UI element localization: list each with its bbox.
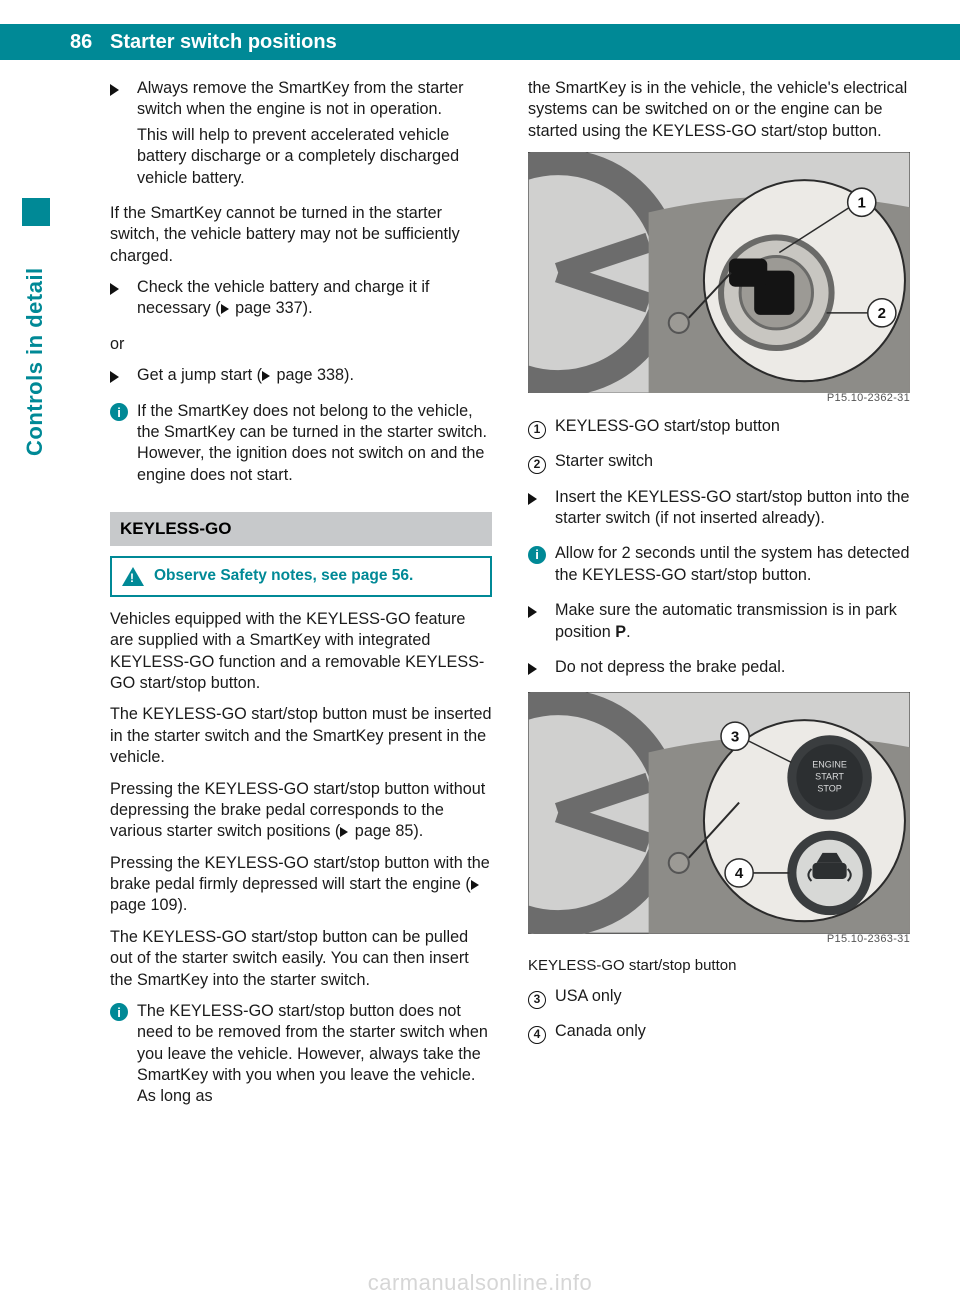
xref-icon xyxy=(262,371,270,381)
step-icon xyxy=(528,606,537,618)
info-icon: i xyxy=(110,1003,128,1021)
callout-badge: 1 xyxy=(528,421,546,439)
xref-icon xyxy=(471,880,479,890)
svg-text:2: 2 xyxy=(878,305,886,322)
section-tab xyxy=(22,198,50,226)
body-text: Get a jump start ( page 338). xyxy=(137,365,492,386)
figure-starter-switch: 1 2 P15.10-2362-31 xyxy=(528,152,910,406)
figure-legend-item: 4 Canada only xyxy=(528,1021,910,1046)
page-title: Starter switch positions xyxy=(110,31,337,54)
info-icon: i xyxy=(528,546,546,564)
body-text: Pressing the KEYLESS-GO start/stop butto… xyxy=(110,779,492,843)
body-text: Check the vehicle battery and charge it … xyxy=(137,277,492,320)
step-icon xyxy=(528,663,537,675)
figure-id: P15.10-2363-31 xyxy=(528,932,910,947)
bullet-step: Check the vehicle battery and charge it … xyxy=(110,277,492,324)
bullet-step: Do not depress the brake pedal. xyxy=(528,657,910,682)
body-text: Allow for 2 seconds until the system has… xyxy=(555,543,910,586)
section-heading: KEYLESS-GO xyxy=(110,512,492,546)
legend-text: Starter switch xyxy=(555,451,910,472)
figure-id: P15.10-2362-31 xyxy=(528,391,910,406)
body-text: the SmartKey is in the vehicle, the vehi… xyxy=(528,78,910,142)
body-text: This will help to prevent accelerated ve… xyxy=(137,125,492,189)
figure-start-stop-button: ENGINE START STOP 3 4 xyxy=(528,692,910,946)
svg-text:3: 3 xyxy=(731,729,739,746)
body-text: The KEYLESS-GO start/stop button can be … xyxy=(110,927,492,991)
xref-icon xyxy=(221,304,229,314)
body-text: The KEYLESS-GO start/stop button does no… xyxy=(137,1001,492,1108)
body-text: If the SmartKey cannot be turned in the … xyxy=(110,203,492,267)
watermark: carmanualsonline.info xyxy=(0,1270,960,1296)
legend-text: Canada only xyxy=(555,1021,910,1042)
bullet-step: Insert the KEYLESS-GO start/stop button … xyxy=(528,487,910,534)
safety-note-text: Observe Safety notes, see page 56. xyxy=(154,566,413,586)
bullet-step: Always remove the SmartKey from the star… xyxy=(110,78,492,193)
manual-page: 86 Starter switch positions Controls in … xyxy=(0,0,960,1302)
info-note: i The KEYLESS-GO start/stop button does … xyxy=(110,1001,492,1112)
svg-text:STOP: STOP xyxy=(817,784,841,794)
svg-text:ENGINE: ENGINE xyxy=(812,760,847,770)
body-text: Vehicles equipped with the KEYLESS-GO fe… xyxy=(110,609,492,695)
figure-legend-item: 3 USA only xyxy=(528,986,910,1011)
body-text: If the SmartKey does not belong to the v… xyxy=(137,401,492,487)
page-number: 86 xyxy=(70,31,110,54)
figure-legend-title: KEYLESS-GO start/stop button xyxy=(528,956,910,976)
figure-legend-item: 1 KEYLESS-GO start/stop button xyxy=(528,416,910,441)
info-note: i Allow for 2 seconds until the system h… xyxy=(528,543,910,590)
legend-text: USA only xyxy=(555,986,910,1007)
callout-badge: 2 xyxy=(528,456,546,474)
body-text: Pressing the KEYLESS-GO start/stop butto… xyxy=(110,853,492,917)
body-text: Insert the KEYLESS-GO start/stop button … xyxy=(555,487,910,530)
legend-text: KEYLESS-GO start/stop button xyxy=(555,416,910,437)
step-icon xyxy=(110,84,119,96)
info-note: i If the SmartKey does not belong to the… xyxy=(110,401,492,491)
step-icon xyxy=(110,283,119,295)
content-columns: Always remove the SmartKey from the star… xyxy=(110,78,910,1262)
figure-legend-item: 2 Starter switch xyxy=(528,451,910,476)
page-header: 86 Starter switch positions xyxy=(0,24,960,60)
callout-badge: 3 xyxy=(528,991,546,1009)
info-icon: i xyxy=(110,403,128,421)
bullet-step: Make sure the automatic transmission is … xyxy=(528,600,910,647)
svg-text:4: 4 xyxy=(735,865,744,882)
xref-icon xyxy=(340,827,348,837)
step-icon xyxy=(528,493,537,505)
body-text: The KEYLESS-GO start/stop button must be… xyxy=(110,704,492,768)
section-label: Controls in detail xyxy=(22,226,50,456)
bullet-step: Get a jump start ( page 338). xyxy=(110,365,492,390)
safety-note-box: Observe Safety notes, see page 56. xyxy=(110,556,492,596)
step-icon xyxy=(110,371,119,383)
callout-badge: 4 xyxy=(528,1026,546,1044)
warning-icon xyxy=(122,567,144,586)
body-text: Do not depress the brake pedal. xyxy=(555,657,910,678)
svg-text:1: 1 xyxy=(858,194,866,211)
body-text: Always remove the SmartKey from the star… xyxy=(137,78,492,121)
body-text: Make sure the automatic transmission is … xyxy=(555,600,910,643)
body-text: or xyxy=(110,334,492,355)
svg-text:START: START xyxy=(815,772,844,782)
